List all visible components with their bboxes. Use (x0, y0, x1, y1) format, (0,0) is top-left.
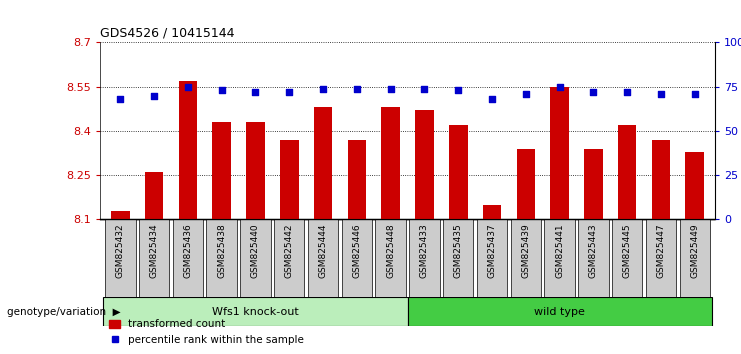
Point (148, 93, 160, 98)
Point (385, 86, 396, 91)
Point (317, 86, 329, 91)
Bar (449, 125, 468, 219)
Bar (476, 219, 508, 297)
Point (655, 91, 667, 97)
Bar (111, 211, 130, 219)
Text: Wfs1 knock-out: Wfs1 knock-out (212, 307, 299, 316)
Text: GDS4526 / 10415144: GDS4526 / 10415144 (100, 27, 235, 40)
Bar (409, 219, 439, 297)
Point (621, 89, 633, 95)
Bar (213, 122, 231, 219)
Point (520, 91, 532, 97)
Bar (376, 219, 406, 297)
Bar (551, 87, 569, 219)
Bar (280, 140, 299, 219)
Bar (685, 152, 704, 219)
Point (351, 86, 363, 91)
Bar (578, 219, 608, 297)
Bar (584, 149, 602, 219)
Bar (646, 219, 677, 297)
Bar (415, 110, 433, 219)
Bar (443, 219, 473, 297)
Bar (516, 149, 535, 219)
Point (486, 96, 498, 102)
Bar (679, 219, 710, 297)
Text: genotype/variation  ▶: genotype/variation ▶ (7, 307, 121, 316)
Bar (105, 219, 136, 297)
Bar (144, 172, 164, 219)
Point (419, 86, 431, 91)
Text: GSM825445: GSM825445 (622, 223, 632, 278)
Text: GSM825435: GSM825435 (453, 223, 462, 278)
Text: GSM825441: GSM825441 (555, 223, 564, 278)
Bar (240, 219, 270, 297)
Point (452, 87, 464, 93)
Text: GSM825446: GSM825446 (353, 223, 362, 278)
Bar (618, 125, 637, 219)
Bar (139, 219, 169, 297)
Bar (173, 219, 203, 297)
Text: GSM825436: GSM825436 (183, 223, 193, 278)
Point (283, 89, 295, 95)
Bar (207, 219, 237, 297)
Point (588, 89, 599, 95)
Point (554, 84, 565, 90)
Point (114, 96, 126, 102)
Bar (342, 219, 372, 297)
Bar (313, 107, 333, 219)
Text: GSM825440: GSM825440 (251, 223, 260, 278)
Bar (274, 219, 305, 297)
Text: GSM825432: GSM825432 (116, 223, 124, 278)
Point (689, 91, 701, 97)
Bar (511, 219, 541, 297)
Text: GSM825433: GSM825433 (420, 223, 429, 278)
Bar (308, 219, 339, 297)
Bar (545, 219, 575, 297)
Text: GSM825448: GSM825448 (386, 223, 395, 278)
Legend: transformed count, percentile rank within the sample: transformed count, percentile rank withi… (105, 315, 308, 349)
Text: GSM825439: GSM825439 (522, 223, 531, 278)
Bar (612, 219, 642, 297)
Text: wild type: wild type (534, 307, 585, 316)
Text: GSM825443: GSM825443 (589, 223, 598, 278)
Point (250, 89, 262, 95)
Point (182, 84, 194, 90)
Bar (348, 140, 366, 219)
Text: GSM825449: GSM825449 (691, 223, 700, 278)
Text: GSM825447: GSM825447 (657, 223, 665, 278)
Bar (382, 107, 400, 219)
Bar (179, 81, 197, 219)
Bar (408, 297, 711, 326)
Text: GSM825434: GSM825434 (150, 223, 159, 278)
Point (216, 87, 227, 93)
Bar (246, 122, 265, 219)
Text: GSM825438: GSM825438 (217, 223, 226, 278)
Bar (104, 297, 408, 326)
Text: GSM825442: GSM825442 (285, 223, 293, 278)
Bar (651, 140, 671, 219)
Text: GSM825444: GSM825444 (319, 223, 328, 278)
Text: GSM825437: GSM825437 (488, 223, 496, 278)
Bar (482, 205, 502, 219)
